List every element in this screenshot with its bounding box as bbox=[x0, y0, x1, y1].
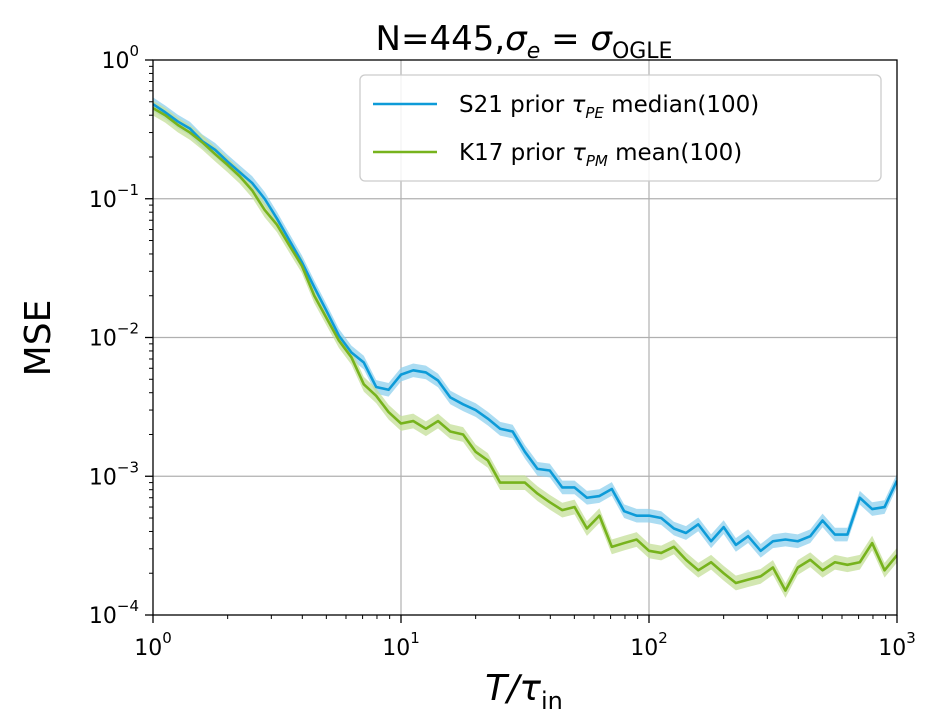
series-lines bbox=[153, 103, 897, 592]
major-ticks bbox=[145, 59, 898, 623]
y-tick-label: 10−2 bbox=[89, 320, 139, 352]
legend-label-s21: S21 prior τPE median(100) bbox=[459, 92, 759, 122]
y-tick-label: 100 bbox=[101, 42, 139, 74]
grid-lines bbox=[153, 60, 897, 615]
series-line-0 bbox=[153, 103, 897, 553]
title-equals: = bbox=[540, 19, 590, 59]
x-tick-label: 103 bbox=[878, 629, 916, 661]
x-tick-label: 100 bbox=[134, 629, 172, 661]
legend-label-k17: K17 prior τPM mean(100) bbox=[459, 140, 742, 170]
y-tick-label: 10−3 bbox=[89, 458, 139, 490]
title-sigma-e-sub: e bbox=[527, 39, 541, 64]
title-sigma-e: σ bbox=[505, 19, 528, 59]
chart-title: N=445,σe = σOGLE bbox=[376, 19, 673, 64]
minor-ticks bbox=[149, 65, 887, 619]
x-axis-title-sub: in bbox=[541, 687, 563, 715]
legend-box bbox=[359, 74, 882, 182]
y-axis-title: MSE bbox=[18, 300, 59, 377]
y-tick-label: 10−4 bbox=[89, 597, 139, 629]
title-main: N=445, bbox=[376, 19, 506, 59]
x-axis-title: T/τin bbox=[485, 668, 563, 715]
x-tick-label: 102 bbox=[630, 629, 668, 661]
y-tick-label: 10−1 bbox=[89, 181, 139, 213]
title-sigma-ogle: σ bbox=[590, 19, 613, 59]
plot-frame bbox=[152, 59, 898, 616]
x-axis-title-main: T/τ bbox=[485, 668, 541, 709]
x-tick-label: 101 bbox=[382, 629, 420, 661]
legend: S21 prior τPE median(100) K17 prior τPM … bbox=[359, 74, 882, 182]
series-line-1 bbox=[153, 106, 897, 592]
